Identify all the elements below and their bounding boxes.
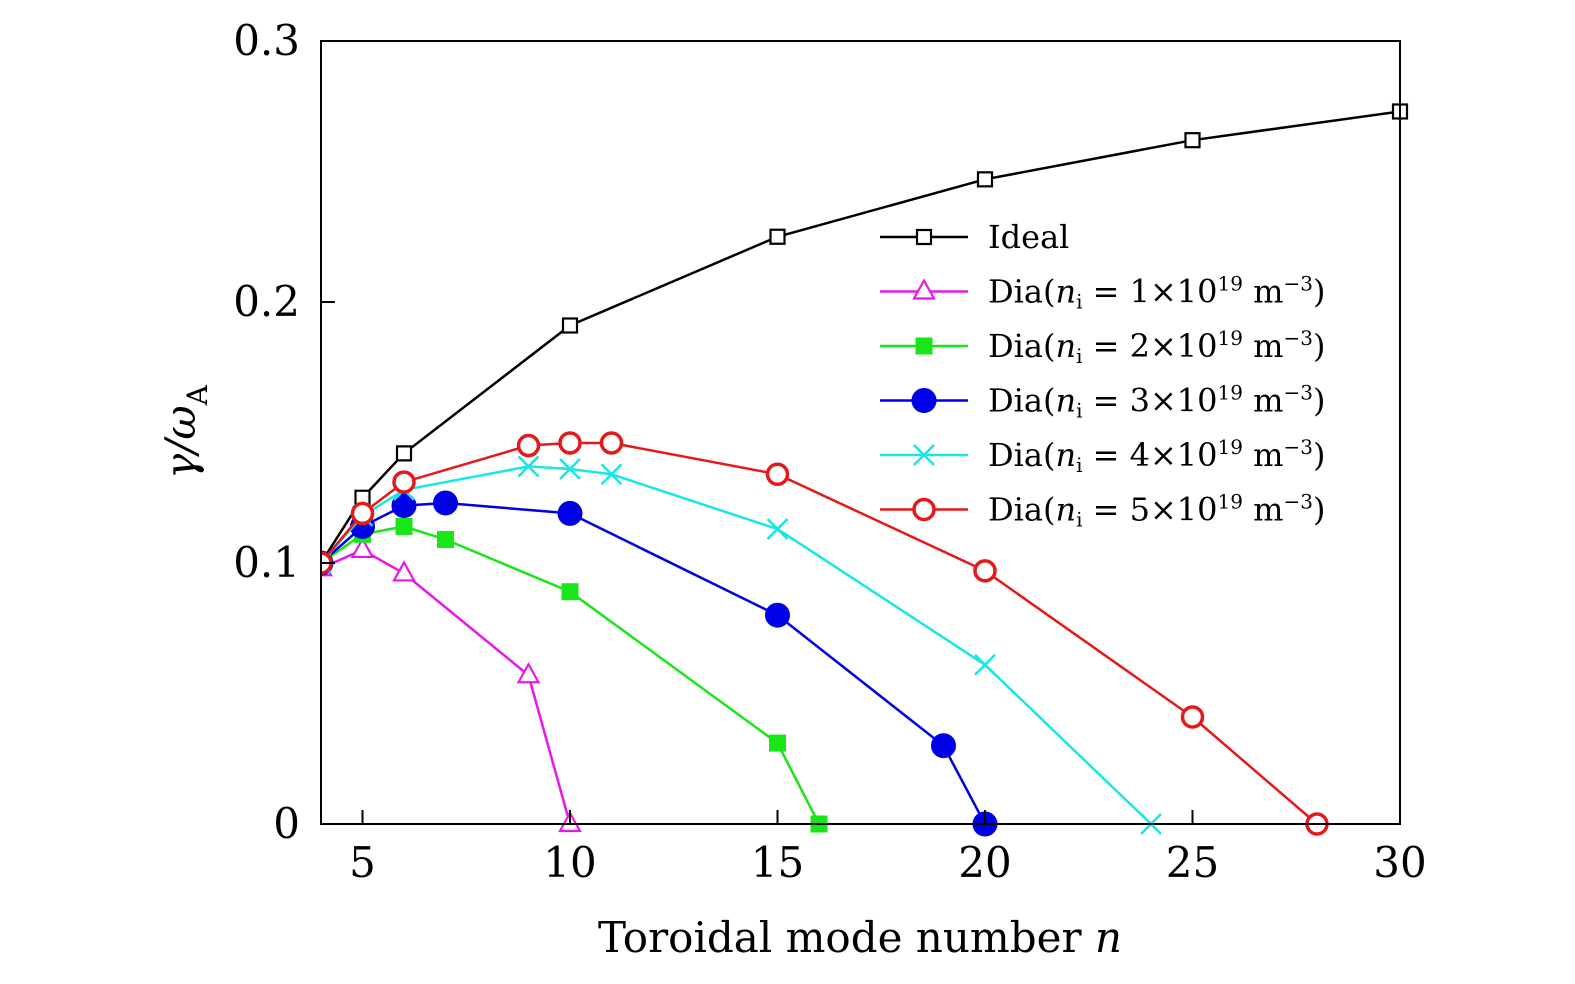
series-1 bbox=[321, 536, 582, 833]
y-tick-label: 0.2 bbox=[233, 277, 300, 326]
series-line bbox=[321, 501, 987, 825]
legend-item-4: Dia(ni = 4×1019 m−3) bbox=[880, 435, 1325, 477]
series-layer bbox=[321, 103, 1409, 837]
data-point bbox=[931, 733, 956, 759]
legend: Ideal Dia(ni = 1×1019 m−3) Dia(ni = 2×1019… bbox=[880, 218, 1325, 532]
x-tick-label: 15 bbox=[751, 838, 804, 887]
x-tick-label: 30 bbox=[1373, 838, 1426, 887]
series-line bbox=[321, 441, 1318, 825]
x-tick-label: 20 bbox=[958, 838, 1011, 887]
x-tick-label: 25 bbox=[1166, 838, 1219, 887]
legend-label: Dia(ni = 2×1019 m−3) bbox=[988, 326, 1325, 368]
legend-label: Dia(ni = 3×1019 m−3) bbox=[988, 381, 1325, 423]
data-point bbox=[559, 458, 581, 480]
data-point bbox=[517, 455, 540, 478]
legend-label: Dia(ni = 5×1019 m−3) bbox=[988, 490, 1325, 532]
x-tick-label: 5 bbox=[349, 838, 376, 887]
data-point bbox=[392, 470, 416, 494]
y-tick-label: 0.3 bbox=[233, 16, 300, 65]
legend-item-3: Dia(ni = 3×1019 m−3) bbox=[880, 381, 1325, 423]
legend-item-5: Dia(ni = 5×1019 m−3) bbox=[880, 490, 1325, 532]
y-tick-label: 0 bbox=[273, 799, 300, 848]
data-point bbox=[433, 490, 458, 516]
data-point bbox=[350, 501, 375, 526]
data-point bbox=[516, 661, 541, 684]
legend-marker bbox=[911, 388, 937, 413]
data-point bbox=[769, 228, 786, 245]
data-point bbox=[437, 531, 454, 549]
data-point bbox=[599, 431, 624, 455]
data-point bbox=[395, 445, 413, 462]
data-point bbox=[973, 559, 997, 583]
data-point bbox=[392, 560, 416, 582]
series-line bbox=[321, 525, 821, 825]
data-point bbox=[1184, 132, 1201, 149]
legend-item-0: Ideal bbox=[880, 218, 1069, 256]
data-point bbox=[561, 583, 579, 601]
series-4 bbox=[321, 455, 1162, 835]
data-point bbox=[557, 500, 583, 526]
legend-item-1: Dia(ni = 1×1019 m−3) bbox=[880, 272, 1325, 314]
data-point bbox=[600, 463, 623, 486]
legend-label: Dia(ni = 4×1019 m−3) bbox=[988, 435, 1325, 477]
data-point bbox=[766, 518, 789, 540]
data-point bbox=[395, 517, 413, 535]
data-point bbox=[765, 602, 790, 628]
data-point bbox=[769, 734, 786, 752]
legend-marker bbox=[915, 228, 933, 246]
legend-marker bbox=[912, 497, 936, 522]
series-line bbox=[321, 548, 572, 825]
y-tick-label: 0.1 bbox=[233, 538, 300, 587]
legend-marker bbox=[913, 444, 935, 466]
x-tick-label: 10 bbox=[543, 838, 596, 887]
legend-item-2: Dia(ni = 2×1019 m−3) bbox=[880, 326, 1325, 368]
data-point bbox=[765, 462, 790, 487]
data-point bbox=[976, 171, 994, 188]
data-point bbox=[1180, 705, 1205, 729]
ticks-layer: 5 10 15 20 25 30 0 0.1 0.2 0.3 bbox=[233, 16, 1427, 887]
x-axis-label: Toroidal mode number n bbox=[598, 913, 1122, 962]
data-point bbox=[974, 653, 996, 676]
data-point bbox=[561, 317, 579, 334]
legend-marker bbox=[915, 337, 933, 355]
series-3 bbox=[321, 490, 998, 837]
legend-marker bbox=[912, 278, 936, 300]
series-0 bbox=[321, 103, 1409, 572]
legend-label: Dia(ni = 1×1019 m−3) bbox=[988, 272, 1325, 314]
legend-label: Ideal bbox=[988, 218, 1069, 256]
data-point bbox=[558, 431, 582, 455]
data-point bbox=[516, 433, 541, 458]
data-point bbox=[350, 536, 375, 559]
y-axis-label: γ/ωA bbox=[156, 384, 214, 479]
plot-frame bbox=[320, 40, 1401, 825]
